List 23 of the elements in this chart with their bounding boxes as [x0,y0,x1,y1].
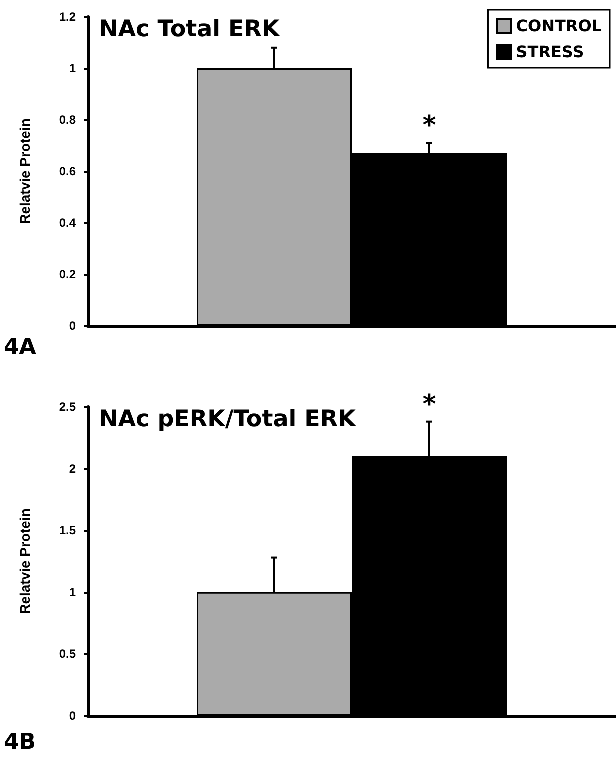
text: 4B [4,730,36,755]
y-tick-label: 0 [69,319,76,333]
annotation: * [422,111,437,142]
text: 4A [4,335,36,360]
y-tick-label: 0.8 [59,113,76,127]
chart-title: NAc pERK/Total ERK [99,406,358,432]
legend-label: STRESS [516,42,584,62]
chart-title: NAc Total ERK [99,16,281,42]
y-tick-label: 2 [69,462,76,476]
y-tick-label: 2.5 [59,400,76,414]
y-axis-title: Relatvie Protein [17,508,33,614]
y-tick-label: 0.4 [59,216,76,230]
y-tick-label: 1.2 [59,10,76,24]
y-tick-label: 1 [69,62,76,76]
legend-label: CONTROL [516,16,602,36]
y-tick-label: 0 [69,709,76,723]
y-tick-label: 0.6 [59,164,76,178]
y-tick-label: 0.5 [59,647,76,662]
y-tick-label: 1 [69,585,76,600]
y-axis-title: Relatvie Protein [17,118,33,224]
annotation: * [422,390,437,420]
y-tick-label: 1.5 [59,524,76,538]
y-tick-label: 0.2 [59,268,76,282]
